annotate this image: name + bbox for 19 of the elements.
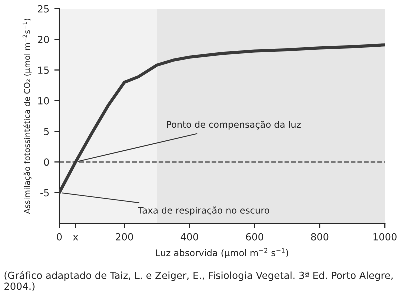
x-tick-label: 600: [246, 233, 264, 241]
annotation: Ponto de compensação da luz: [167, 120, 301, 130]
y-tick-label: 25: [38, 5, 49, 13]
x-tick-label: 800: [311, 233, 329, 241]
y-axis-title: Assimilação fotossintética de CO₂ (μmol m$^{−2}$s$^{−1}$): [22, 18, 32, 214]
y-tick-label: -5: [40, 189, 49, 197]
y-tick-label: 5: [44, 128, 49, 136]
x-tick-label: 0: [57, 233, 62, 241]
x-tick-label: x: [73, 235, 78, 241]
x-tick-label: 200: [116, 233, 134, 241]
x-tick-label: 400: [180, 233, 198, 241]
x-tick-label: 1000: [374, 233, 397, 241]
y-tick-label: 10: [38, 97, 50, 105]
y-tick-label: 20: [38, 36, 50, 44]
text: (Gráfico adaptado de Taiz, L. e Zeiger, E., Fisiologia Vegetal. 3ª Ed. Porto Alegre, 2004.): [4, 271, 393, 292]
x-axis-title: Luz absorvida (μmol m$^{−2}$ s$^{−1}$): [156, 248, 288, 258]
y-tick-label: 15: [38, 66, 49, 74]
annotation: Taxa de respiração no escuro: [138, 206, 270, 216]
y-tick-label: 0: [44, 158, 50, 166]
